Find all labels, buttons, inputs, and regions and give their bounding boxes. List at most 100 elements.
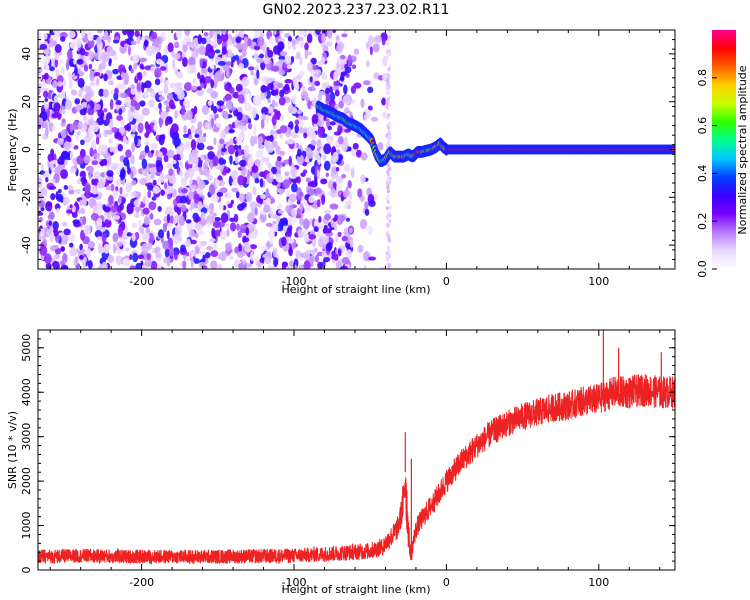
noise-blob [181, 104, 186, 116]
noise-blob [221, 147, 227, 153]
noise-blob [207, 100, 213, 106]
noise-blob [330, 187, 337, 198]
noise-blob [314, 254, 319, 263]
noise-blob [56, 139, 64, 146]
noise-blob [263, 57, 271, 65]
noise-blob [263, 204, 271, 213]
noise-blob [314, 187, 322, 195]
noise-blob [148, 233, 154, 244]
noise-blob [194, 133, 200, 138]
noise-blob [279, 89, 285, 98]
y-tick-label: 3000 [20, 423, 33, 451]
noise-blob [229, 155, 233, 165]
noise-blob [123, 157, 130, 167]
noise-blob [313, 226, 319, 233]
noise-blob [112, 146, 119, 154]
noise-blob [130, 84, 136, 90]
noise-blob [201, 104, 209, 115]
noise-blob [133, 199, 141, 207]
noise-blob [235, 83, 243, 92]
noise-blob [137, 71, 143, 81]
noise-blob [57, 189, 62, 194]
noise-blob [366, 59, 370, 68]
noise-blob [239, 159, 247, 167]
noise-blob [367, 105, 373, 111]
noise-blob [164, 79, 170, 86]
noise-blob [288, 260, 295, 267]
noise-blob [278, 96, 286, 106]
noise-blob [292, 45, 297, 51]
noise-blob [103, 214, 107, 221]
noise-blob [61, 234, 69, 243]
noise-blob [386, 97, 390, 102]
noise-blob [281, 236, 287, 247]
noise-blob [302, 200, 308, 206]
noise-blob [236, 43, 244, 50]
noise-blob [247, 123, 253, 130]
noise-blob [309, 76, 313, 83]
noise-blob [359, 174, 366, 184]
noise-blob [189, 64, 197, 74]
noise-blob [307, 99, 312, 110]
noise-blob [171, 59, 176, 69]
noise-blob [82, 258, 86, 269]
noise-blob [247, 212, 255, 223]
noise-blob [63, 184, 69, 190]
noise-blob [99, 263, 103, 269]
noise-blob [338, 100, 344, 109]
noise-blob [215, 75, 222, 82]
noise-blob [205, 43, 214, 53]
noise-blob [126, 232, 132, 237]
noise-blob [48, 220, 52, 226]
noise-blob [317, 127, 323, 138]
noise-blob [144, 80, 152, 89]
noise-blob [96, 117, 105, 126]
noise-blob [202, 265, 208, 269]
noise-blob [143, 216, 150, 226]
noise-blob [42, 90, 49, 98]
noise-blob [197, 180, 206, 190]
noise-blob [148, 163, 157, 169]
noise-blob [51, 125, 56, 131]
noise-blob [284, 83, 290, 92]
noise-blob [343, 84, 348, 95]
noise-blob [381, 97, 387, 106]
noise-blob [267, 49, 274, 58]
noise-blob [301, 116, 309, 121]
noise-blob [190, 239, 197, 245]
noise-blob [133, 62, 138, 70]
noise-blob [223, 110, 229, 120]
noise-blob [60, 36, 66, 42]
noise-blob [366, 225, 373, 236]
noise-blob [333, 80, 341, 86]
noise-blob [119, 186, 123, 195]
noise-blob [112, 193, 118, 199]
noise-blob [151, 248, 155, 254]
colorbar-tick-label: 0.4 [696, 165, 709, 183]
noise-blob [135, 191, 142, 199]
noise-blob [138, 220, 143, 227]
noise-blob [145, 243, 153, 251]
noise-blob [183, 98, 191, 110]
noise-blob [360, 152, 368, 161]
noise-blob [296, 154, 304, 165]
noise-blob [163, 84, 169, 95]
noise-blob [324, 209, 332, 215]
noise-blob [254, 177, 260, 184]
noise-blob [169, 246, 175, 257]
noise-blob [305, 147, 312, 152]
noise-blob [274, 230, 278, 237]
noise-blob [342, 94, 351, 105]
noise-blob [245, 226, 250, 236]
noise-blob [40, 122, 48, 129]
noise-blob [219, 251, 227, 262]
noise-blob [92, 204, 98, 211]
noise-blob [115, 255, 123, 266]
noise-blob [190, 257, 194, 269]
noise-blob [200, 82, 205, 89]
noise-blob [386, 245, 390, 250]
noise-blob [169, 127, 174, 138]
noise-blob [326, 30, 332, 38]
noise-blob [297, 148, 302, 157]
noise-blob [370, 116, 379, 122]
